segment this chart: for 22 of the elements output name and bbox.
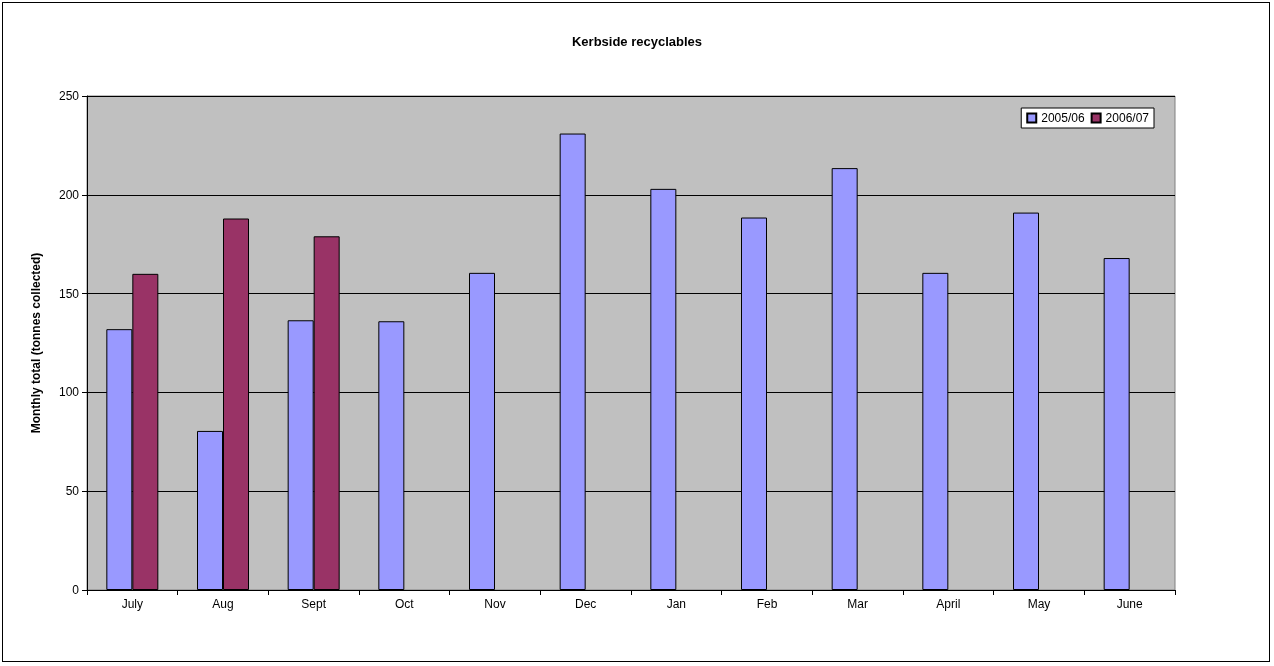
x-tick-label: July [121,597,144,611]
x-tick-label: Nov [484,597,506,611]
y-tick-label: 50 [65,484,80,499]
x-tick-label: April [936,597,961,611]
x-tick-label: Feb [756,597,778,611]
x-tick-label: Oct [395,597,415,611]
y-tick-label: 250 [58,89,80,103]
x-tick-label: June [1116,597,1143,611]
y-tick-label: 0 [72,583,80,597]
x-tick-label: Mar [847,597,868,611]
x-tick-label: Dec [574,597,597,611]
y-axis-title: Monthly total (tonnes collected) [29,252,43,434]
x-tick-label: Jan [666,597,687,611]
x-tick-label: Aug [212,597,234,611]
chart-title: Kerbside recyclables [571,34,703,49]
y-tick-label: 200 [58,187,80,202]
y-tick-label: 150 [58,286,80,301]
legend-label: 2005/06 [1041,111,1085,125]
legend-label: 2006/07 [1105,111,1150,125]
y-tick-label: 100 [58,385,80,400]
x-tick-label: Sept [301,597,327,611]
x-tick-label: May [1027,597,1051,611]
